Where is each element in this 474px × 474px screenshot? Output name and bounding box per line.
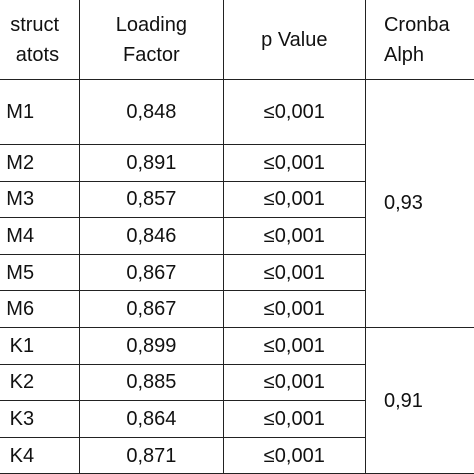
loading-factor: 0,867 (79, 290, 224, 328)
loading-factor: 0,891 (79, 144, 224, 182)
p-value: ≤0,001 (222, 363, 366, 402)
cronbach-alpha: 0,91 (364, 326, 474, 474)
indicator: K4 (0, 436, 81, 474)
indicator: K3 (0, 400, 81, 438)
table-row: M3 0,857 ≤0,001 (0, 180, 474, 219)
indicator: M1 (0, 79, 81, 145)
table-row: K4 0,871 ≤0,001 (0, 436, 474, 474)
indicator: K1 (0, 326, 81, 365)
header-cell: Loading Factor (79, 0, 224, 80)
header-cell: p Value (222, 0, 366, 80)
loading-factor: 0,885 (79, 363, 224, 402)
header-text: atots (15, 43, 60, 66)
table-row: K1 0,899 ≤0,001 0,91 (0, 326, 474, 474)
indicator: M3 (0, 180, 81, 219)
p-value: ≤0,001 (222, 253, 366, 292)
p-value: ≤0,001 (222, 180, 366, 219)
loading-factor: 0,864 (79, 400, 224, 438)
table-row: M5 0,867 ≤0,001 (0, 253, 474, 292)
loading-factor: 0,899 (79, 326, 224, 365)
p-value: ≤0,001 (222, 217, 366, 255)
p-value: ≤0,001 (222, 79, 366, 145)
header-row: struct atots Loading Factor p Value Cronba Alp… (0, 0, 474, 80)
table-row: K3 0,864 ≤0,001 (0, 400, 474, 438)
header-cell: Cronba Alph (364, 0, 474, 80)
header-text: Loading (115, 13, 187, 36)
loading-factor: 0,871 (79, 436, 224, 474)
header-text: Cronba (383, 13, 450, 36)
loading-factor: 0,867 (79, 253, 224, 292)
p-value: ≤0,001 (222, 144, 366, 182)
indicator: M4 (0, 217, 81, 255)
p-value: ≤0,001 (222, 436, 366, 474)
indicator: M5 (0, 253, 81, 292)
header-cell: struct atots (0, 0, 81, 80)
header-text: Factor (123, 43, 180, 66)
table-row: M6 0,867 ≤0,001 (0, 290, 474, 328)
header-text: p Value (261, 28, 328, 51)
header-text: struct (10, 13, 60, 36)
table-row: M1 0,848 ≤0,001 0,93 (0, 79, 474, 328)
header-text: Alph (383, 43, 425, 66)
loading-factor: 0,848 (79, 79, 224, 145)
p-value: ≤0,001 (222, 326, 366, 365)
indicator: M2 (0, 144, 81, 182)
table-row: M4 0,846 ≤0,001 (0, 217, 474, 255)
cronbach-alpha: 0,93 (364, 79, 474, 328)
indicator: M6 (0, 290, 81, 328)
indicator: K2 (0, 363, 81, 402)
p-value: ≤0,001 (222, 290, 366, 328)
p-value: ≤0,001 (222, 400, 366, 438)
loading-factor: 0,846 (79, 217, 224, 255)
loading-factor: 0,857 (79, 180, 224, 219)
